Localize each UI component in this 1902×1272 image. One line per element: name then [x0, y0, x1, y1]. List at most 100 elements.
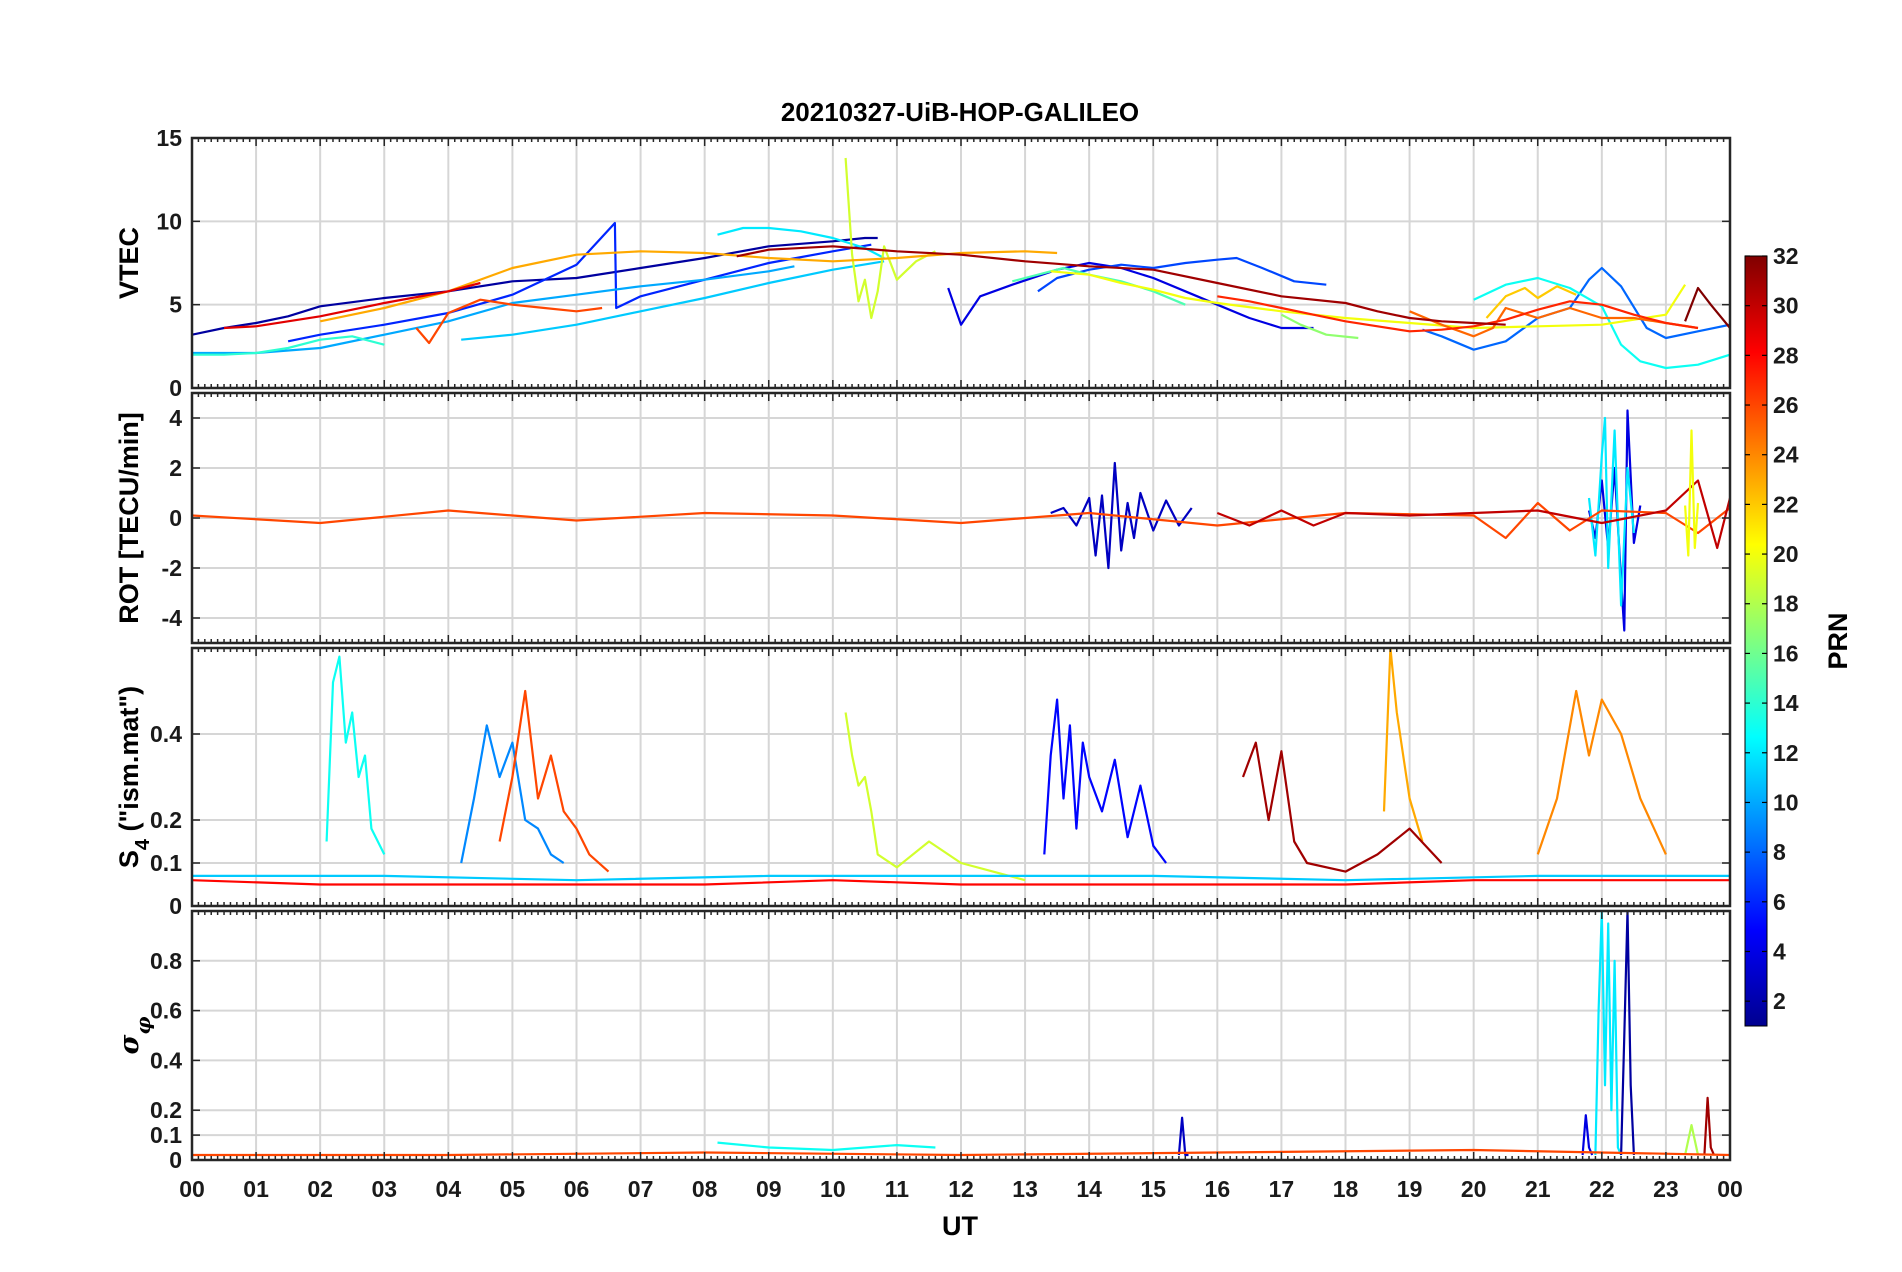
- y-axis-label-main: σ: [114, 1035, 145, 1055]
- y-axis-label-sub: 4: [132, 838, 154, 850]
- y-tick-label: 0.1: [150, 1122, 182, 1148]
- y-axis-label-rest: ("ism.mat"): [114, 686, 144, 839]
- chart-title: 20210327-UiB-HOP-GALILEO: [781, 97, 1139, 127]
- colorbar-tick-label: 4: [1773, 938, 1786, 964]
- panel-3: 00.10.20.4S4 ("ism.mat"): [114, 646, 1732, 919]
- x-tick-label: 16: [1205, 1176, 1231, 1202]
- x-tick-label: 06: [564, 1176, 590, 1202]
- series-line-prn-25: [1409, 306, 1699, 338]
- colorbar-tick-label: 18: [1773, 591, 1799, 617]
- series-line-prn-24: [1536, 689, 1667, 855]
- colorbar-tick-label: 28: [1773, 342, 1799, 368]
- y-tick-label: 2: [169, 455, 182, 481]
- series-line-prn-3: [1050, 461, 1193, 570]
- y-tick-label: 15: [156, 125, 182, 151]
- series-line-prn-23: [1382, 648, 1424, 842]
- x-tick-label: 10: [820, 1176, 846, 1202]
- y-tick-label: 0: [169, 505, 182, 531]
- colorbar-tick-label: 24: [1773, 442, 1799, 468]
- x-tick-label: 01: [243, 1176, 269, 1202]
- y-axis-label-sub: φ: [131, 1016, 155, 1034]
- series-line-prn-5: [1043, 698, 1167, 864]
- panel-frame: [190, 646, 1732, 908]
- panel-series: [192, 409, 1730, 632]
- series-line-prn-17: [1280, 313, 1359, 340]
- x-tick-label: 07: [628, 1176, 654, 1202]
- series-line-prn-31: [1703, 1096, 1716, 1156]
- colorbar-tick-label: 16: [1773, 640, 1799, 666]
- series-line-prn-11: [192, 874, 1730, 882]
- series-line-prn-3: [1177, 1116, 1189, 1157]
- series-line-prn-26: [498, 689, 610, 873]
- colorbar-tick-label: 2: [1773, 988, 1786, 1014]
- series-line-prn-31: [1241, 741, 1443, 873]
- y-tick-label: 0.1: [150, 850, 182, 876]
- colorbar-tick-label: 10: [1773, 789, 1799, 815]
- series-line-prn-29: [223, 281, 481, 330]
- colorbar-tick-label: 12: [1773, 740, 1799, 766]
- colorbar-tick-label: 8: [1773, 839, 1786, 865]
- x-tick-label: 05: [500, 1176, 526, 1202]
- x-tick-label: 11: [885, 1176, 910, 1202]
- series-line-prn-27: [1217, 295, 1699, 333]
- x-tick-label: 08: [692, 1176, 718, 1202]
- x-tick-label: 09: [756, 1176, 782, 1202]
- y-tick-label: 0.2: [150, 807, 182, 833]
- series-line-prn-2: [192, 236, 878, 336]
- colorbar-tick-label: 14: [1773, 690, 1799, 716]
- panel-grid: [191, 393, 1731, 643]
- x-tick-label: 04: [436, 1176, 462, 1202]
- series-line-prn-20: [1050, 270, 1687, 330]
- series-line-prn-28: [192, 879, 1730, 886]
- x-axis: 00 01 02 03 04 05 06 07 08 09 10 11 12 13 14 15 16 17 18 19…: [179, 1176, 1743, 1202]
- y-tick-label: 0.8: [150, 948, 182, 974]
- x-tick-label: 13: [1012, 1176, 1038, 1202]
- series-line-prn-32: [1684, 286, 1730, 329]
- series-line-prn-13: [1473, 276, 1730, 370]
- y-tick-label: -4: [162, 605, 183, 631]
- colorbar-tick-label: 30: [1773, 293, 1799, 319]
- series-line-prn-2: [1620, 911, 1635, 1156]
- y-tick-label: 0: [169, 1147, 182, 1173]
- series-line-prn-13: [325, 655, 386, 855]
- panel-frame: [190, 136, 1732, 390]
- panel-4: 00.10.2 0.4 0.6 0.8 σφ: [114, 909, 1732, 1173]
- y-tick-label: 5: [169, 292, 182, 318]
- y-tick-label: 0.4: [150, 721, 182, 747]
- y-axis-label: σφ: [114, 1016, 155, 1054]
- y-tick-label: -2: [162, 555, 182, 581]
- y-tick-label: 0.6: [150, 998, 182, 1024]
- minor-ticks: [191, 393, 1731, 643]
- colorbar-tick-label: 6: [1773, 889, 1786, 915]
- x-tick-label: 15: [1140, 1176, 1166, 1202]
- series-line-prn-26: [415, 298, 603, 345]
- colorbar-tick-label: 22: [1773, 491, 1799, 517]
- colorbar-tick-label: 32: [1773, 243, 1799, 269]
- series-line-prn-26: [192, 501, 1730, 540]
- y-axis-label: ROT [TECU/min]: [114, 412, 144, 623]
- series-line-prn-6: [287, 221, 872, 343]
- panel-frame: [190, 909, 1732, 1162]
- series-line-prn-19: [844, 712, 1026, 882]
- panel-2: -4 -2 0 2 4 ROT [TECU/min]: [114, 391, 1732, 645]
- panel-1: 0 5 10 15 VTEC: [114, 125, 1732, 401]
- x-tick-label: 23: [1653, 1176, 1679, 1202]
- series-line-prn-20: [1684, 429, 1700, 557]
- colorbar-tick-label: 20: [1773, 541, 1799, 567]
- y-axis-label: S4 ("ism.mat"): [114, 686, 154, 868]
- x-tick-label: 20: [1461, 1176, 1487, 1202]
- series-line-prn-8: [1422, 266, 1730, 351]
- x-tick-label: 14: [1076, 1176, 1102, 1202]
- series-line-prn-9: [460, 724, 565, 864]
- x-tick-label: 03: [371, 1176, 397, 1202]
- x-tick-label: 02: [307, 1176, 333, 1202]
- x-tick-label: 18: [1333, 1176, 1359, 1202]
- x-tick-label: 12: [948, 1176, 974, 1202]
- y-axis-label-main: S: [114, 850, 144, 868]
- colorbar-gradient: [1744, 255, 1768, 1027]
- x-tick-label: 00: [1717, 1176, 1743, 1202]
- series-line-prn-31: [736, 245, 1506, 326]
